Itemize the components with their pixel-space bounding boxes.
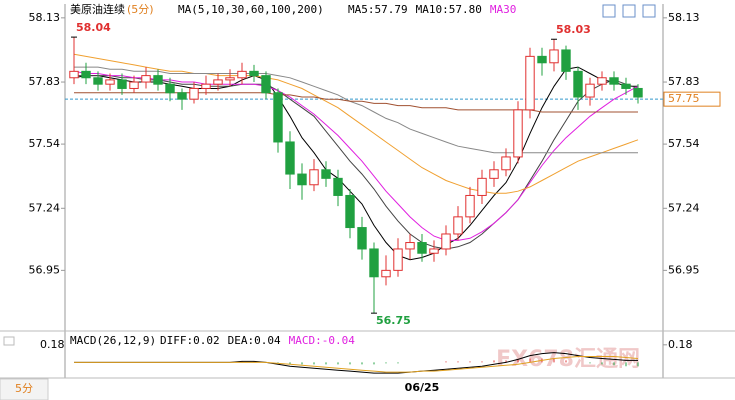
candle-body [297, 173, 307, 186]
candle-body [393, 248, 403, 271]
y-tick-label: 57.54 [29, 137, 61, 150]
candle-body [537, 55, 547, 64]
y-tick-label-right: 57.83 [668, 75, 700, 88]
candle-body [93, 77, 103, 85]
y-tick-label: 57.24 [29, 201, 61, 214]
ma-line [74, 66, 638, 154]
candle-body [213, 79, 223, 85]
macd-legend: DIFF:0.02 [160, 334, 220, 347]
candle-body [453, 216, 463, 235]
candle-body [357, 227, 367, 250]
candle-body [345, 194, 355, 229]
candle-body [333, 177, 343, 196]
candle-body [105, 79, 115, 85]
x-tick-label: 06/25 [405, 381, 440, 394]
candle-body [573, 70, 583, 98]
y-tick-label-right: 58.13 [668, 11, 700, 24]
candle-body [465, 194, 475, 218]
candle-body [501, 156, 511, 171]
last-price-label: 57.75 [668, 92, 700, 105]
macd-tick-label-right: 0.18 [668, 338, 693, 351]
candle-body [585, 83, 595, 98]
dea-line [74, 356, 639, 373]
y-tick-label-right: 57.54 [668, 137, 700, 150]
ma-legend: MA30 [490, 3, 517, 16]
macd-legend: DEA:0.04 [228, 334, 281, 347]
candle-body [489, 169, 499, 179]
candle-body [117, 79, 127, 89]
candle-body [549, 49, 559, 64]
ma-line [73, 53, 639, 194]
candle-body [429, 248, 439, 254]
candle-body [477, 177, 487, 196]
candle-body [81, 70, 91, 79]
candle-body [249, 70, 259, 77]
annotation-label: 58.04 [76, 21, 111, 34]
candle-body [165, 83, 175, 94]
candle-body [369, 248, 379, 278]
ma-legend: MA10:57.80 [416, 3, 482, 16]
candle-body [609, 77, 619, 85]
y-tick-label-right: 57.24 [668, 201, 700, 214]
candle-body [129, 81, 139, 89]
macd-legend: MACD:-0.04 [289, 334, 356, 347]
tool-icon[interactable] [622, 4, 636, 18]
y-tick-label: 57.83 [29, 75, 61, 88]
candle-body [633, 87, 643, 98]
annotation-label: 56.75 [376, 314, 411, 327]
ma-legend: MA5:57.79 [348, 3, 408, 16]
candle-body [285, 141, 295, 175]
tool-icon[interactable] [602, 4, 616, 18]
candle-body [405, 242, 415, 250]
candle-body [69, 70, 79, 79]
annotation-label: 58.03 [556, 23, 591, 36]
last-price-box [663, 91, 721, 107]
chart-title: 美原油连续 [70, 2, 125, 16]
ma-line [74, 75, 639, 250]
ma-label: MA(5,10,30,60,100,200) [178, 3, 324, 16]
macd-icon[interactable] [3, 336, 15, 346]
candle-body [189, 87, 199, 100]
period-header: (5分) [127, 3, 154, 16]
candle-body [177, 92, 187, 100]
candle-body [513, 109, 523, 158]
toolbar [3, 4, 656, 346]
y-tick-label: 58.13 [29, 11, 61, 24]
macd-label: MACD(26,12,9) [70, 334, 156, 347]
candle-body [153, 75, 163, 85]
candle-body [237, 70, 247, 79]
candle-body [321, 169, 331, 179]
candle-body [597, 77, 607, 85]
candle-body [561, 49, 571, 72]
candle-body [201, 83, 211, 89]
candle-body [309, 169, 319, 186]
candle-body [273, 92, 283, 143]
y-tick-label-right: 56.95 [668, 263, 700, 276]
period-tab[interactable] [0, 378, 49, 400]
candle-body [441, 233, 451, 250]
candle-body [381, 269, 391, 278]
candle-body [417, 242, 427, 254]
tool-icon[interactable] [642, 4, 656, 18]
candle-body [141, 75, 151, 83]
period-tab-label[interactable]: 5分 [15, 382, 33, 395]
candle-body [261, 75, 271, 94]
ma-line [73, 70, 639, 241]
candle-body [225, 77, 235, 81]
y-tick-label: 56.95 [29, 263, 61, 276]
candle-body [621, 83, 631, 89]
candle-body [525, 55, 535, 111]
macd-tick-label: 0.18 [40, 338, 65, 351]
